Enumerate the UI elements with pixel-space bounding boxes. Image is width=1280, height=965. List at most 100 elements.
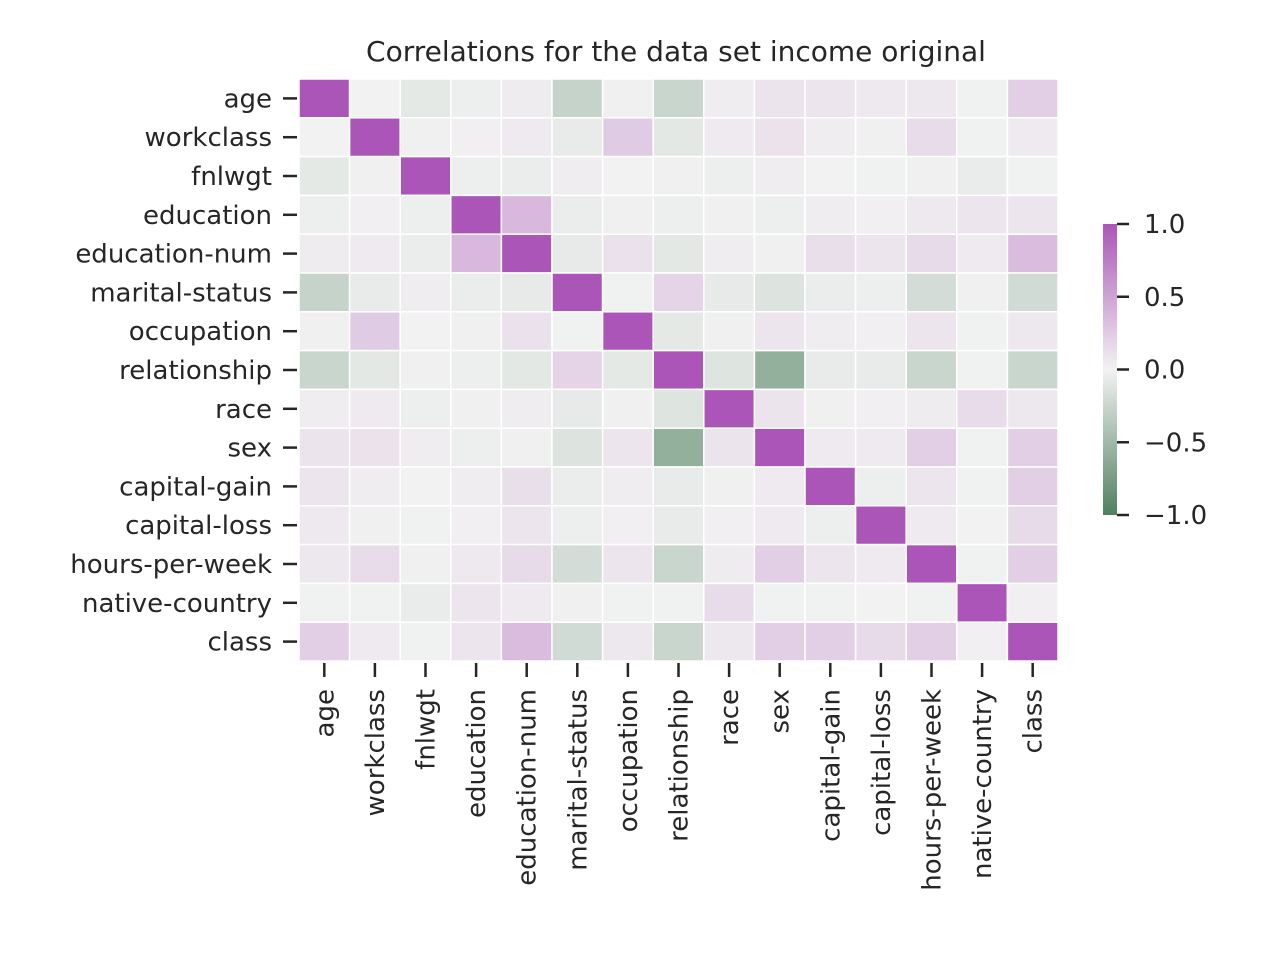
heatmap-cell-capital-loss-education-num (500, 505, 553, 546)
y-tick-label-age: age (224, 84, 272, 114)
heatmap-cell-capital-loss-sex (753, 505, 806, 546)
heatmap-cell-occupation-marital-status (551, 311, 604, 352)
heatmap-cell-age-native-country (956, 78, 1009, 119)
heatmap-cell-sex-class (1006, 427, 1059, 468)
x-tick-label-relationship: relationship (665, 689, 695, 842)
heatmap-cell-marital-status-fnlwgt (399, 272, 452, 313)
heatmap-cell-education-num-occupation (601, 233, 654, 274)
heatmap-cell-native-country-capital-gain (804, 582, 857, 623)
heatmap-cell-workclass-relationship (652, 117, 705, 158)
heatmap-cell-capital-gain-marital-status (551, 466, 604, 507)
x-tick-label-class: class (1019, 689, 1049, 754)
heatmap-cell-fnlwgt-sex (753, 155, 806, 197)
heatmap-cell-native-country-hours-per-week (905, 582, 958, 623)
heatmap-cell-native-country-education-num (500, 582, 553, 623)
y-axis: age workclass fnlwgt education education-num… (70, 84, 297, 658)
heatmap-cell-capital-gain-capital-loss (854, 466, 907, 507)
y-tick-label-capital-gain: capital-gain (119, 472, 272, 502)
heatmap-cell-relationship-capital-gain (804, 349, 857, 391)
heatmap-cell-education-num-native-country (956, 233, 1009, 274)
heatmap-cell-sex-fnlwgt (399, 427, 452, 468)
heatmap-cell-relationship-education (450, 349, 503, 391)
heatmap-cell-age-education-num (500, 78, 553, 119)
heatmap-cell-race-native-country (956, 388, 1009, 429)
heatmap-cell-race-workclass (348, 388, 401, 429)
heatmap-cell-education-relationship (652, 194, 705, 235)
heatmap-cell-fnlwgt-hours-per-week (905, 155, 958, 197)
heatmap-cell-workclass-age (298, 117, 351, 158)
y-tick-label-occupation: occupation (129, 317, 272, 347)
heatmap-cell-fnlwgt-education-num (500, 155, 553, 197)
heatmap-cell-class-capital-loss (854, 621, 907, 662)
x-tick-label-capital-gain: capital-gain (816, 689, 846, 842)
heatmap-cell-occupation-relationship (652, 311, 705, 352)
heatmap-cell-occupation-race (703, 311, 756, 352)
heatmap-cell-education-num-hours-per-week (905, 233, 958, 274)
heatmap-cell-occupation-fnlwgt (399, 311, 452, 352)
heatmap-cell-relationship-race (703, 349, 756, 391)
heatmap-cell-workclass-occupation (601, 117, 654, 158)
x-axis: age workclass fnlwgt education education-num… (310, 663, 1049, 891)
x-tick-label-age: age (310, 689, 340, 737)
heatmap-cell-relationship-class (1006, 349, 1059, 391)
heatmap-cell-education-num-age (298, 233, 351, 274)
heatmap-cell-native-country-capital-loss (854, 582, 907, 623)
y-tick-label-marital-status: marital-status (90, 278, 272, 308)
x-tick-label-occupation: occupation (614, 689, 644, 832)
heatmap-cell-capital-loss-hours-per-week (905, 505, 958, 546)
chart-title: Correlations for the data set income ori… (366, 35, 986, 68)
heatmap-cell-race-education-num (500, 388, 553, 429)
y-tick-label-sex: sex (228, 434, 272, 464)
heatmap-cell-fnlwgt-class (1006, 155, 1059, 197)
y-tick-label-education-num: education-num (75, 240, 272, 270)
heatmap-cell-workclass-sex (753, 117, 806, 158)
heatmap-cell-marital-status-marital-status (551, 272, 604, 313)
heatmap-cell-relationship-fnlwgt (399, 349, 452, 391)
heatmap-cell-sex-workclass (348, 427, 401, 468)
heatmap-cell-native-country-age (298, 582, 351, 623)
heatmap-cell-relationship-occupation (601, 349, 654, 391)
colorbar-tick-label: 0.0 (1144, 356, 1185, 386)
heatmap-cell-capital-gain-occupation (601, 466, 654, 507)
heatmap-cell-sex-age (298, 427, 351, 468)
heatmap-cell-age-sex (753, 78, 806, 119)
heatmap-cell-native-country-sex (753, 582, 806, 623)
heatmap-cell-native-country-class (1006, 582, 1059, 623)
heatmap-cell-race-relationship (652, 388, 705, 429)
heatmap-cell-native-country-education (450, 582, 503, 623)
heatmap-cell-race-capital-loss (854, 388, 907, 429)
heatmap-cell-sex-relationship (652, 427, 705, 468)
heatmap-cell-sex-marital-status (551, 427, 604, 468)
heatmap-cell-fnlwgt-age (298, 155, 351, 197)
heatmap-cell-native-country-race (703, 582, 756, 623)
heatmap-cell-capital-loss-workclass (348, 505, 401, 546)
heatmap-cell-capital-gain-hours-per-week (905, 466, 958, 507)
heatmap-cell-sex-capital-gain (804, 427, 857, 468)
heatmap-cell-education-age (298, 194, 351, 235)
heatmap-cell-age-marital-status (551, 78, 604, 119)
x-tick-label-fnlwgt: fnlwgt (412, 689, 442, 770)
x-tick-label-education: education (462, 689, 492, 818)
heatmap-cell-capital-gain-capital-gain (804, 466, 857, 507)
heatmap-cell-education-education-num (500, 194, 553, 235)
y-tick-label-hours-per-week: hours-per-week (70, 550, 272, 580)
heatmap-cell-hours-per-week-education (450, 543, 503, 585)
heatmap-cell-sex-native-country (956, 427, 1009, 468)
heatmap-cell-class-workclass (348, 621, 401, 662)
heatmap-cells (298, 78, 1059, 662)
heatmap-cell-marital-status-occupation (601, 272, 654, 313)
colorbar: 1.0 0.5 0.0 −0.5 −1.0 (1103, 210, 1207, 531)
heatmap-cell-marital-status-capital-gain (804, 272, 857, 313)
y-tick-label-capital-loss: capital-loss (125, 511, 272, 541)
heatmap-cell-sex-race (703, 427, 756, 468)
heatmap-cell-fnlwgt-native-country (956, 155, 1009, 197)
heatmap-cell-capital-loss-education (450, 505, 503, 546)
heatmap-cell-hours-per-week-fnlwgt (399, 543, 452, 585)
heatmap-cell-fnlwgt-marital-status (551, 155, 604, 197)
heatmap-cell-age-capital-loss (854, 78, 907, 119)
heatmap-cell-workclass-capital-gain (804, 117, 857, 158)
heatmap-cell-relationship-capital-loss (854, 349, 907, 391)
heatmap-cell-occupation-capital-loss (854, 311, 907, 352)
heatmap-cell-race-sex (753, 388, 806, 429)
